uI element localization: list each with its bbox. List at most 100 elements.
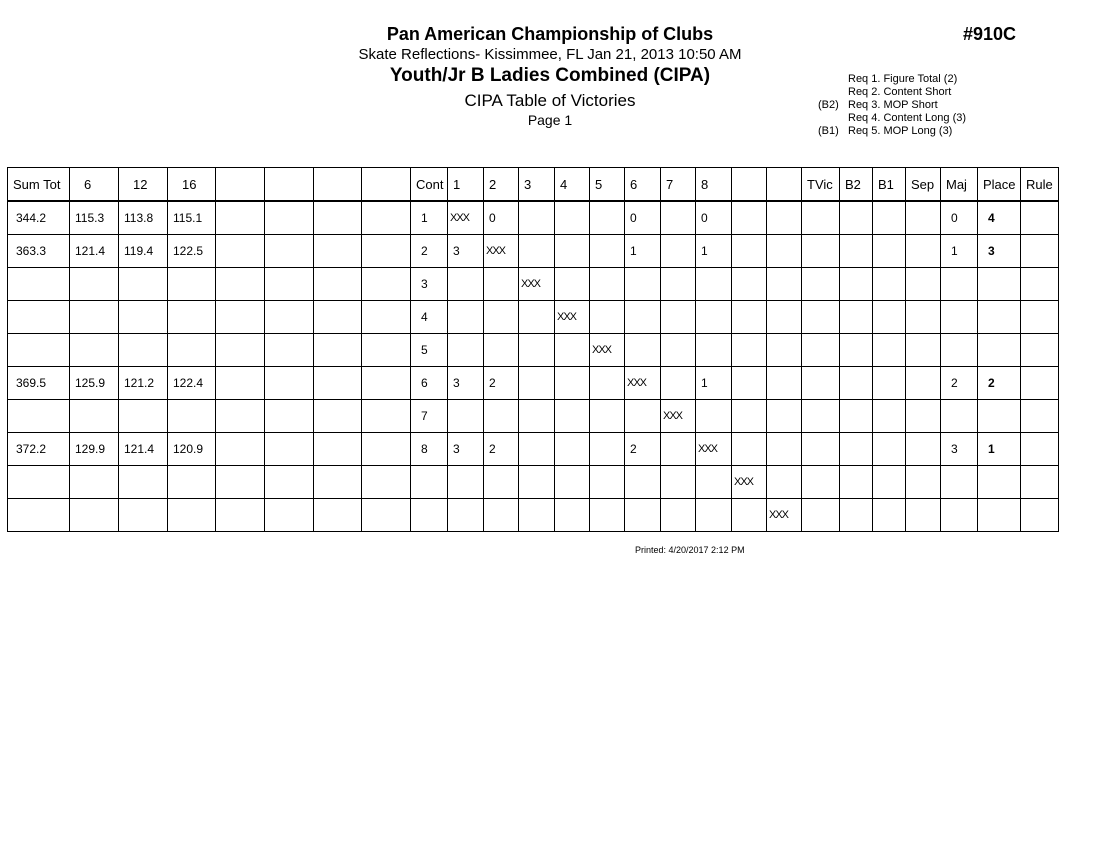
table-cell: 1 xyxy=(695,234,732,268)
table-cell xyxy=(69,465,119,499)
table-cell xyxy=(766,234,802,268)
table-cell xyxy=(447,300,484,334)
table-cell xyxy=(7,267,70,301)
table-cell: 1 xyxy=(410,200,448,235)
table-cell: 113.8 xyxy=(118,200,168,235)
table-cell xyxy=(872,234,906,268)
table-cell: 1 xyxy=(624,234,661,268)
column-header: 5 xyxy=(589,167,625,202)
table-cell xyxy=(69,267,119,301)
table-row: 372.2 129.9 121.4 120.9 8 3 2 2 XXX 3 1 xyxy=(7,432,1059,466)
column-header: Sum Tot xyxy=(7,167,70,202)
table-cell: 369.5 xyxy=(7,366,70,400)
table-cell xyxy=(905,432,941,466)
table-cell: 0 xyxy=(940,200,978,235)
table-cell xyxy=(313,300,362,334)
table-cell xyxy=(731,432,767,466)
requirement-bracket xyxy=(818,73,848,86)
table-cell xyxy=(589,234,625,268)
column-header: 16 xyxy=(167,167,216,202)
table-cell xyxy=(167,267,216,301)
table-cell xyxy=(905,465,941,499)
table-cell xyxy=(766,465,802,499)
table-cell xyxy=(361,366,411,400)
table-cell xyxy=(872,366,906,400)
table-cell xyxy=(313,200,362,235)
table-cell xyxy=(872,498,906,532)
table-cell xyxy=(660,366,696,400)
table-cell xyxy=(801,399,840,433)
table-cell xyxy=(940,498,978,532)
table-cell xyxy=(361,200,411,235)
table-cell xyxy=(766,432,802,466)
table-row: 363.3 121.4 119.4 122.5 2 3 XXX 1 1 1 3 xyxy=(7,234,1059,268)
table-cell xyxy=(69,498,119,532)
table-cell xyxy=(7,465,70,499)
table-cell xyxy=(839,333,873,367)
table-cell xyxy=(695,333,732,367)
table-cell: 363.3 xyxy=(7,234,70,268)
column-header: Rule xyxy=(1020,167,1059,202)
table-cell xyxy=(483,300,519,334)
table-cell xyxy=(410,465,448,499)
table-row: XXX xyxy=(7,465,1059,499)
table-cell: XXX xyxy=(695,432,732,466)
table-cell xyxy=(264,333,314,367)
table-cell xyxy=(1020,267,1059,301)
table-cell: 115.3 xyxy=(69,200,119,235)
table-cell xyxy=(518,333,555,367)
table-cell: 3 xyxy=(447,432,484,466)
event-number: #910C xyxy=(963,24,1017,44)
table-cell: 3 xyxy=(940,432,978,466)
table-cell xyxy=(118,333,168,367)
table-cell xyxy=(1020,300,1059,334)
requirement-item: (B1) Req 5. MOP Long (3) xyxy=(818,125,966,138)
table-cell xyxy=(483,267,519,301)
table-cell xyxy=(905,366,941,400)
table-cell xyxy=(1020,399,1059,433)
table-cell: 122.5 xyxy=(167,234,216,268)
table-cell xyxy=(905,200,941,235)
table-cell xyxy=(1020,432,1059,466)
table-cell xyxy=(483,399,519,433)
table-cell xyxy=(731,333,767,367)
table-cell xyxy=(660,200,696,235)
table-cell: 122.4 xyxy=(167,366,216,400)
table-row: 5 XXX xyxy=(7,333,1059,367)
table-row: 369.5 125.9 121.2 122.4 6 3 2 XXX 1 2 2 xyxy=(7,366,1059,400)
table-cell xyxy=(1020,333,1059,367)
victories-table: Sum Tot 6 12 16 Cont 1 2 3 4 5 6 7 8 TVic B2 B1 Sep Maj Pl… xyxy=(7,167,1059,532)
table-cell xyxy=(695,498,732,532)
table-cell: 2 xyxy=(940,366,978,400)
column-header: Cont xyxy=(410,167,448,202)
report-name: CIPA Table of Victories xyxy=(464,91,636,110)
table-cell: 2 xyxy=(483,366,519,400)
table-cell xyxy=(589,300,625,334)
table-cell xyxy=(589,432,625,466)
table-cell xyxy=(215,366,265,400)
table-cell xyxy=(313,366,362,400)
table-cell xyxy=(483,465,519,499)
column-header xyxy=(215,167,265,202)
table-cell xyxy=(839,465,873,499)
column-header: 8 xyxy=(695,167,732,202)
table-cell xyxy=(167,399,216,433)
table-cell xyxy=(264,498,314,532)
column-header: 6 xyxy=(624,167,661,202)
table-cell xyxy=(7,399,70,433)
table-cell xyxy=(361,465,411,499)
table-row: 344.2 115.3 113.8 115.1 1 XXX 0 0 0 0 4 xyxy=(7,200,1059,235)
table-cell xyxy=(801,366,840,400)
table-cell xyxy=(872,432,906,466)
requirement-item: Req 4. Content Long (3) xyxy=(818,112,966,125)
table-cell xyxy=(872,267,906,301)
table-cell: XXX xyxy=(447,200,484,235)
table-cell xyxy=(313,465,362,499)
table-cell xyxy=(215,432,265,466)
column-header xyxy=(361,167,411,202)
table-cell xyxy=(589,465,625,499)
table-cell: 115.1 xyxy=(167,200,216,235)
requirement-bracket: (B2) xyxy=(818,99,839,111)
column-header: 4 xyxy=(554,167,590,202)
table-cell xyxy=(731,234,767,268)
